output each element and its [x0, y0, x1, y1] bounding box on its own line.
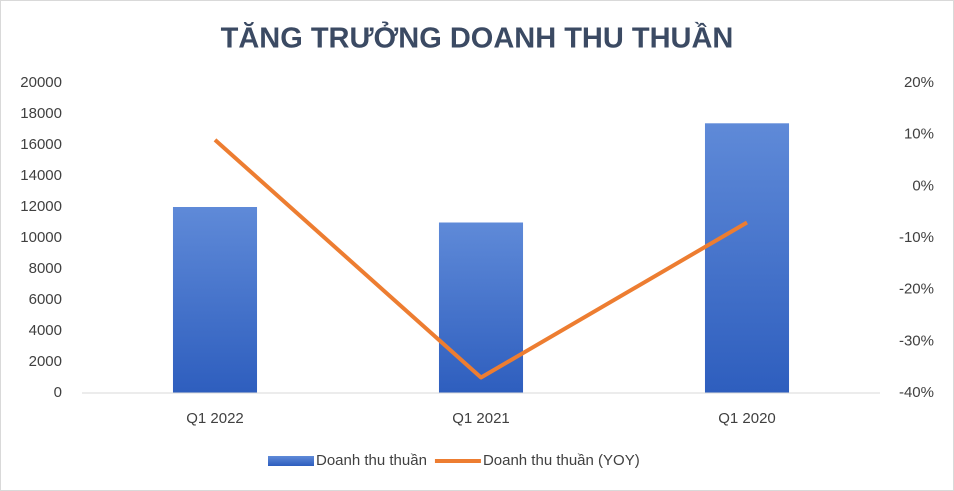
bar [704, 123, 790, 394]
chart-title: TĂNG TRƯỞNG DOANH THU THUẦN [221, 21, 734, 55]
y2-tick-label: 20% [904, 74, 934, 91]
legend-swatch [268, 456, 314, 466]
bar [438, 222, 524, 393]
y-tick-label: 6000 [29, 291, 62, 308]
y-tick-label: 2000 [29, 353, 62, 370]
y2-tick-label: -30% [899, 332, 934, 349]
y-tick-label: 12000 [20, 198, 62, 215]
y2-tick-label: -20% [899, 281, 934, 298]
y-tick-label: 14000 [20, 167, 62, 184]
y2-tick-label: -10% [899, 229, 934, 246]
y-tick-label: 0 [54, 384, 62, 401]
bar [172, 207, 258, 393]
line [213, 138, 749, 380]
y-tick-label: 20000 [20, 74, 62, 91]
y-tick-label: 18000 [20, 105, 62, 122]
y-tick-label: 8000 [29, 260, 62, 277]
y-tick-label: 10000 [20, 229, 62, 246]
y2-tick-label: -40% [899, 384, 934, 401]
y-tick-label: 16000 [20, 136, 62, 153]
x-tick-label: Q1 2021 [452, 410, 510, 427]
legend-label: Doanh thu thuần (YOY) [483, 452, 640, 469]
y-tick-label: 4000 [29, 322, 62, 339]
x-tick-label: Q1 2022 [186, 410, 244, 427]
y2-tick-label: 10% [904, 126, 934, 143]
legend-label: Doanh thu thuần [316, 452, 427, 469]
y2-tick-label: 0% [912, 177, 934, 194]
x-tick-label: Q1 2020 [718, 410, 776, 427]
